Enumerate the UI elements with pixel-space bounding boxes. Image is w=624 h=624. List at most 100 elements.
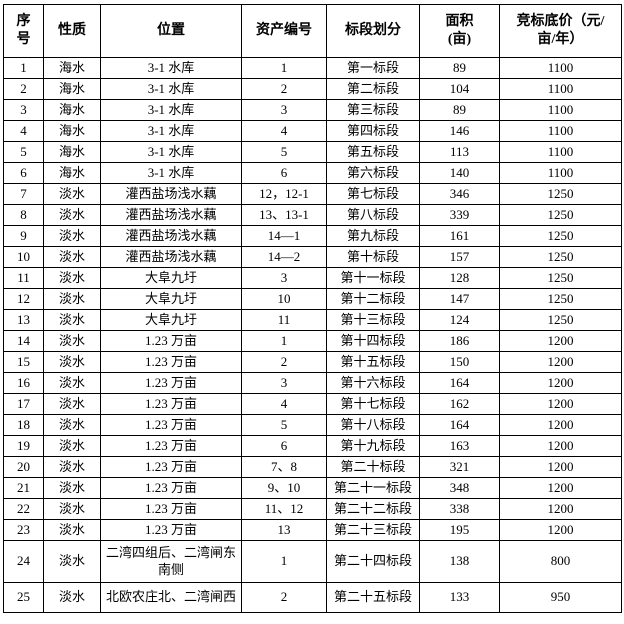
column-header-area_mu: 面积 (亩) [419,4,500,58]
cell-nature: 淡水 [43,372,101,394]
column-header-nature: 性质 [43,4,101,58]
cell-base_price_yuan_per_mu_year: 1100 [499,162,622,184]
cell-asset_number: 11、12 [241,498,327,520]
column-header-asset_number: 资产编号 [241,4,327,58]
table-row: 5 海水 3-1 水库 5 第五标段 113 1100 [3,141,622,163]
cell-nature: 淡水 [43,540,101,583]
cell-base_price_yuan_per_mu_year: 1200 [499,372,622,394]
cell-base_price_yuan_per_mu_year: 1200 [499,330,622,352]
cell-nature: 淡水 [43,183,101,205]
cell-base_price_yuan_per_mu_year: 1250 [499,204,622,226]
table-row: 10 淡水 灌西盐场浅水藕 14—2 第十标段 157 1250 [3,246,622,268]
cell-area_mu: 146 [419,120,500,142]
cell-section: 第十二标段 [326,288,420,310]
cell-section: 第十标段 [326,246,420,268]
cell-area_mu: 164 [419,372,500,394]
cell-asset_number: 9、10 [241,477,327,499]
cell-base_price_yuan_per_mu_year: 1250 [499,183,622,205]
table-row: 21 淡水 1.23 万亩 9、10 第二十一标段 348 1200 [3,477,622,499]
column-header-serial: 序 号 [3,4,44,58]
cell-nature: 海水 [43,162,101,184]
cell-section: 第二十三标段 [326,519,420,541]
cell-base_price_yuan_per_mu_year: 1200 [499,477,622,499]
cell-nature: 海水 [43,78,101,100]
cell-location: 3-1 水库 [100,57,242,79]
cell-section: 第十三标段 [326,309,420,331]
table-row: 17 淡水 1.23 万亩 4 第十七标段 162 1200 [3,393,622,415]
cell-nature: 淡水 [43,267,101,289]
cell-section: 第十八标段 [326,414,420,436]
cell-location: 1.23 万亩 [100,477,242,499]
cell-base_price_yuan_per_mu_year: 950 [499,582,622,613]
cell-section: 第五标段 [326,141,420,163]
cell-section: 第九标段 [326,225,420,247]
cell-area_mu: 150 [419,351,500,373]
table-row: 14 淡水 1.23 万亩 1 第十四标段 186 1200 [3,330,622,352]
cell-area_mu: 104 [419,78,500,100]
cell-nature: 淡水 [43,246,101,268]
cell-base_price_yuan_per_mu_year: 1100 [499,141,622,163]
cell-section: 第六标段 [326,162,420,184]
cell-nature: 淡水 [43,351,101,373]
table-row: 20 淡水 1.23 万亩 7、8 第二十标段 321 1200 [3,456,622,478]
cell-nature: 海水 [43,120,101,142]
cell-area_mu: 113 [419,141,500,163]
cell-serial: 23 [3,519,44,541]
cell-serial: 21 [3,477,44,499]
cell-asset_number: 14—2 [241,246,327,268]
cell-asset_number: 6 [241,435,327,457]
cell-location: 大阜九圩 [100,309,242,331]
cell-serial: 2 [3,78,44,100]
cell-serial: 19 [3,435,44,457]
cell-location: 大阜九圩 [100,288,242,310]
cell-area_mu: 133 [419,582,500,613]
cell-section: 第二十一标段 [326,477,420,499]
cell-nature: 淡水 [43,288,101,310]
table-row: 11 淡水 大阜九圩 3 第十一标段 128 1250 [3,267,622,289]
table-row: 23 淡水 1.23 万亩 13 第二十三标段 195 1200 [3,519,622,541]
cell-asset_number: 11 [241,309,327,331]
cell-area_mu: 128 [419,267,500,289]
cell-location: 灌西盐场浅水藕 [100,225,242,247]
table-row: 18 淡水 1.23 万亩 5 第十八标段 164 1200 [3,414,622,436]
cell-location: 北欧农庄北、二湾闸西 [100,582,242,613]
cell-serial: 9 [3,225,44,247]
cell-area_mu: 89 [419,57,500,79]
cell-location: 3-1 水库 [100,162,242,184]
cell-section: 第四标段 [326,120,420,142]
cell-asset_number: 2 [241,351,327,373]
cell-base_price_yuan_per_mu_year: 800 [499,540,622,583]
cell-base_price_yuan_per_mu_year: 1200 [499,435,622,457]
cell-location: 灌西盐场浅水藕 [100,246,242,268]
cell-serial: 8 [3,204,44,226]
cell-serial: 10 [3,246,44,268]
table-row: 1 海水 3-1 水库 1 第一标段 89 1100 [3,57,622,79]
cell-location: 1.23 万亩 [100,414,242,436]
cell-nature: 淡水 [43,498,101,520]
cell-asset_number: 5 [241,141,327,163]
cell-area_mu: 348 [419,477,500,499]
cell-base_price_yuan_per_mu_year: 1200 [499,456,622,478]
cell-section: 第十七标段 [326,393,420,415]
cell-asset_number: 7、8 [241,456,327,478]
cell-base_price_yuan_per_mu_year: 1100 [499,120,622,142]
cell-asset_number: 13、13-1 [241,204,327,226]
cell-area_mu: 157 [419,246,500,268]
cell-location: 3-1 水库 [100,99,242,121]
cell-asset_number: 6 [241,162,327,184]
table-row: 9 淡水 灌西盐场浅水藕 14—1 第九标段 161 1250 [3,225,622,247]
cell-base_price_yuan_per_mu_year: 1250 [499,267,622,289]
cell-asset_number: 2 [241,582,327,613]
cell-nature: 淡水 [43,582,101,613]
cell-location: 1.23 万亩 [100,330,242,352]
column-header-base_price_yuan_per_mu_year: 竞标底价（元/ 亩/年） [499,4,622,58]
cell-base_price_yuan_per_mu_year: 1250 [499,309,622,331]
cell-asset_number: 1 [241,330,327,352]
cell-area_mu: 89 [419,99,500,121]
cell-nature: 淡水 [43,519,101,541]
cell-section: 第三标段 [326,99,420,121]
cell-area_mu: 321 [419,456,500,478]
table-body: 1 海水 3-1 水库 1 第一标段 89 1100 2 海水 3-1 水库 2 第二标段 104 110… [3,57,622,613]
cell-location: 1.23 万亩 [100,519,242,541]
cell-area_mu: 140 [419,162,500,184]
